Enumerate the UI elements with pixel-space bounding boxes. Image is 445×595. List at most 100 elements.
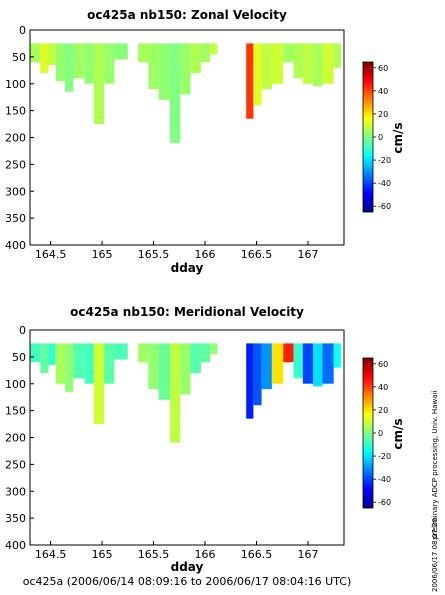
y-tick-label: 0 — [19, 324, 26, 337]
velocity-column-15 — [190, 43, 201, 73]
velocity-column-19 — [253, 343, 262, 406]
colorbar-label: cm/s — [391, 122, 405, 153]
velocity-column-7 — [93, 343, 105, 424]
x-tick-label: 165 — [92, 248, 113, 261]
velocity-column-20 — [261, 43, 272, 90]
velocity-column-6 — [84, 343, 94, 384]
chart-title: oc425a nb150: Zonal Velocity — [87, 8, 287, 22]
colorbar-tick-label: -60 — [378, 202, 391, 211]
x-tick-label: 165.5 — [138, 548, 170, 561]
velocity-column-8 — [104, 343, 115, 384]
colorbar-tick-label: 20 — [378, 110, 388, 119]
colorbar — [362, 357, 374, 509]
axis-ticks: 164.5 165 165.5 166 166.5 167 0 50 100 150 200 250 3… — [5, 24, 318, 261]
y-tick-label: 250 — [5, 458, 26, 471]
velocity-column-23 — [293, 343, 303, 379]
velocity-column-13 — [170, 43, 181, 143]
velocity-column-5 — [73, 43, 85, 79]
velocity-column-4 — [65, 343, 74, 392]
y-tick-label: 300 — [5, 485, 26, 498]
velocity-column-16 — [200, 343, 211, 363]
colorbar-label: cm/s — [391, 418, 405, 449]
velocity-column-11 — [148, 43, 159, 90]
velocity-column-11 — [148, 343, 159, 390]
colorbar-tick-label: 40 — [378, 383, 388, 392]
y-tick-label: 350 — [5, 212, 26, 225]
meridional-velocity-panel: oc425a nb150: Meridional Velocity 164.5 1… — [5, 305, 405, 574]
x-tick-label: 167 — [297, 248, 318, 261]
velocity-column-9 — [114, 43, 128, 60]
velocity-column-26 — [322, 343, 334, 384]
velocity-column-22 — [283, 343, 294, 363]
colorbar-tick-label: 0 — [378, 133, 383, 142]
velocity-column-25 — [313, 343, 323, 387]
y-tick-label: 100 — [5, 378, 26, 391]
velocity-column-15 — [190, 343, 201, 373]
velocity-column-24 — [302, 43, 314, 84]
colorbar-tick-label: -20 — [378, 156, 391, 165]
colorbar-tick-label: 60 — [378, 64, 388, 73]
y-tick-label: 400 — [5, 539, 26, 552]
velocity-column-2 — [48, 43, 56, 65]
y-tick-label: 150 — [5, 405, 26, 418]
y-tick-label: 200 — [5, 432, 26, 445]
velocity-column-8 — [104, 43, 115, 84]
y-tick-label: 200 — [5, 132, 26, 145]
x-tick-label: 166 — [195, 248, 216, 261]
velocity-column-5 — [73, 343, 85, 379]
colorbar-tick-label: 60 — [378, 360, 388, 369]
velocity-column-3 — [55, 343, 65, 384]
velocity-column-26 — [322, 43, 334, 84]
velocity-column-19 — [253, 43, 262, 106]
colorbar-ticks: 60 40 20 0 -20 -40 -60 — [373, 360, 391, 507]
velocity-column-27 — [333, 343, 341, 368]
y-tick-label: 400 — [5, 239, 26, 252]
velocity-column-2 — [48, 343, 56, 365]
velocity-column-0 — [30, 343, 41, 363]
velocity-column-20 — [261, 343, 272, 390]
x-axis-label: dday — [171, 261, 204, 275]
colorbar-tick-label: -40 — [378, 475, 391, 484]
velocity-column-0 — [30, 43, 41, 63]
velocity-column-21 — [271, 43, 284, 84]
velocity-column-1 — [40, 43, 49, 73]
y-tick-label: 150 — [5, 105, 26, 118]
colorbar-tick-label: 20 — [378, 406, 388, 415]
velocity-cells — [30, 43, 341, 143]
x-tick-label: 166 — [195, 548, 216, 561]
velocity-column-4 — [65, 43, 74, 92]
y-tick-label: 100 — [5, 78, 26, 91]
velocity-column-17 — [210, 343, 218, 355]
colorbar-ticks: 60 40 20 0 -20 -40 -60 — [373, 64, 391, 211]
colorbar-tick-label: 0 — [378, 429, 383, 438]
colorbar-tick-label: -60 — [378, 498, 391, 507]
velocity-column-17 — [210, 43, 218, 55]
velocity-column-6 — [84, 43, 94, 84]
x-tick-label: 165.5 — [138, 248, 170, 261]
velocity-column-7 — [93, 43, 105, 124]
colorbar — [362, 61, 374, 213]
velocity-column-1 — [40, 343, 49, 373]
zonal-velocity-panel: oc425a nb150: Zonal Velocity 164.5 165 165… — [5, 8, 405, 275]
x-tick-label: 165 — [92, 548, 113, 561]
velocity-column-27 — [333, 43, 341, 68]
y-tick-label: 250 — [5, 158, 26, 171]
x-tick-label: 166.5 — [241, 548, 273, 561]
velocity-column-24 — [302, 343, 314, 384]
y-tick-label: 300 — [5, 185, 26, 198]
velocity-column-14 — [180, 43, 191, 95]
colorbar-tick-label: -40 — [378, 179, 391, 188]
velocity-column-18 — [246, 343, 254, 419]
y-tick-label: 0 — [19, 24, 26, 37]
processing-timestamp: 2006/06/17 08:07:20 — [431, 518, 439, 592]
velocity-column-21 — [271, 343, 284, 384]
velocity-column-13 — [170, 343, 181, 443]
x-tick-label: 164.5 — [35, 548, 67, 561]
y-tick-label: 50 — [12, 51, 26, 64]
velocity-column-12 — [158, 343, 170, 400]
footer-caption: oc425a (2006/06/14 08:09:16 to 2006/06/1… — [23, 575, 352, 588]
velocity-column-9 — [114, 343, 128, 360]
velocity-column-3 — [55, 43, 65, 81]
velocity-column-10 — [138, 43, 149, 63]
